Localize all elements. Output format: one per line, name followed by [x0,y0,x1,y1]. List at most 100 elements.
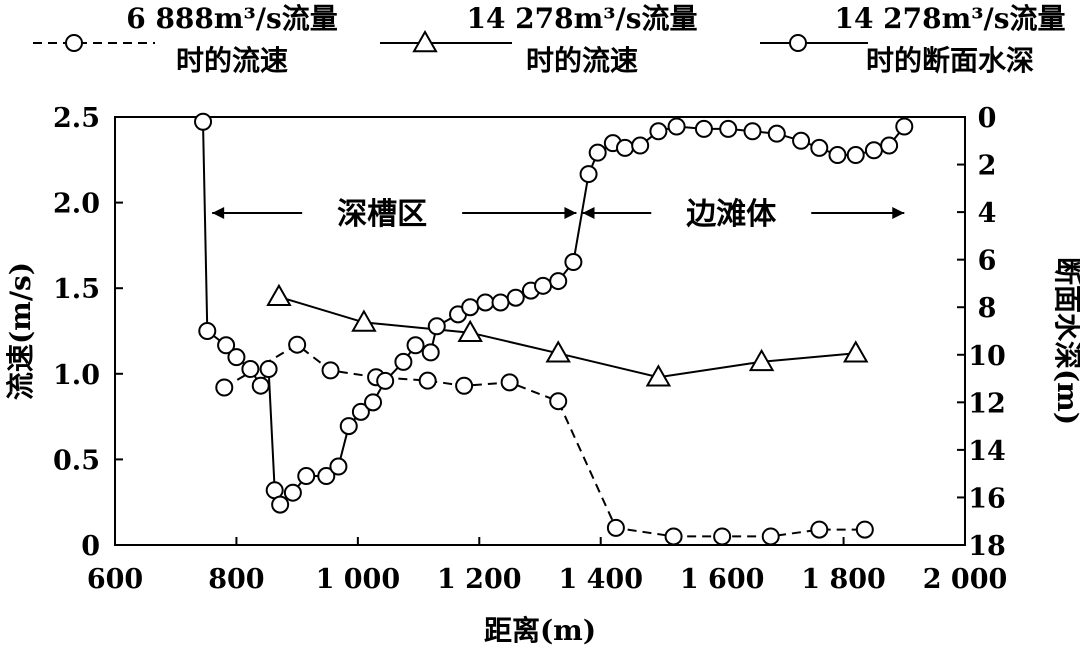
circle-marker [846,146,865,165]
legend-triangle-marker [412,29,438,53]
series-layer [194,112,914,546]
circle-marker [694,119,713,138]
circle-marker [427,317,446,336]
y2-tick-label: 4 [978,198,997,229]
circle-marker [227,348,246,367]
legend-label-line1: 6 888m³/s流量 [126,2,338,35]
circle-marker [828,146,847,165]
triangle-marker [842,340,869,363]
circle-marker [810,520,829,539]
circle-marker [288,335,307,354]
circle-marker [476,293,495,312]
circle-marker [317,467,336,486]
circle-marker [895,117,914,136]
y-tick-label: 2.5 [53,103,100,134]
legend-label-line1: 14 278m³/s流量 [834,2,1065,35]
y2-tick-label: 16 [968,483,1006,514]
region-arrow-head [212,207,225,219]
region-arrow-head [892,207,905,219]
legend-circle-marker [789,34,807,52]
circle-marker [198,322,217,340]
circle-marker [364,393,383,412]
circle-marker [719,119,738,138]
region-arrow-head [564,207,577,219]
circle-marker [588,143,607,162]
y2-tick-label: 18 [968,531,1006,562]
series-0 [215,335,874,546]
y2-axis-title: 断面水深(m) [1051,257,1080,425]
region-annotations: 深槽区 边滩体 [212,197,905,232]
triangle-marker [545,340,571,363]
circle-marker [549,272,568,291]
circle-marker [767,124,786,143]
y-axis-title: 流速(m/s) [4,262,37,400]
circle-marker [283,483,302,502]
circle-marker [297,467,316,486]
x-tick-label: 1 400 [558,564,643,595]
x-tick-label: 800 [208,564,264,595]
y-tick-label: 1.0 [53,360,100,391]
region-arrow-head [582,207,595,219]
circle-marker [880,136,899,155]
circle-marker [631,136,650,155]
region-label: 深槽区 [337,197,427,232]
circle-marker [810,138,829,157]
x-axis-title: 距离(m) [484,614,596,647]
circle-marker [761,527,780,546]
plot-frame [114,116,966,546]
y2-tick-label: 6 [978,246,997,277]
circle-marker [855,520,874,539]
axes: 600 800 1 000 1 200 1 400 1 600 1 800 2 000 0 0.5… [4,103,1080,647]
series-line [223,343,865,538]
y2-tick-label: 0 [978,103,997,134]
circle-marker [351,402,370,421]
circle-marker [329,457,348,476]
series-2 [194,112,914,514]
circle-marker [864,141,883,160]
legend-label-line1: 14 278m³/s流量 [466,2,697,35]
circle-marker [421,343,440,362]
circle-marker [667,117,686,136]
circle-marker [579,165,598,184]
circle-marker [506,288,525,307]
circle-marker [376,371,395,390]
circle-marker [259,360,278,379]
circle-marker [339,417,358,436]
circle-marker [534,276,553,295]
circle-marker [564,253,583,272]
legend-label-line2: 时的流速 [176,44,288,77]
circle-marker [217,336,236,355]
y2-tick-label: 14 [968,436,1006,467]
y2-tick-label: 12 [968,388,1006,419]
circle-marker [649,122,668,141]
series-1 [266,283,869,387]
triangle-marker [645,364,672,387]
legend-label-line2: 时的流速 [526,44,638,77]
circle-marker [251,376,270,395]
legend-label-line2: 时的断面水深 [866,44,1034,77]
circle-marker [792,131,811,150]
x-tick-label: 1 600 [680,564,765,595]
circle-marker [616,138,634,157]
y2-tick-label: 2 [978,151,997,182]
circle-marker [321,361,340,380]
circle-marker [606,518,625,537]
y-tick-label: 1.5 [53,274,100,305]
series-line [202,121,906,507]
x-tick-label: 1 200 [437,564,522,595]
triangle-marker [457,319,483,342]
triangle-marker [748,348,775,372]
x-tick-label: 1 800 [801,564,886,595]
circle-marker [743,122,762,141]
circle-marker [500,373,519,392]
triangle-marker [266,283,292,307]
x-tick-label: 1 000 [316,564,401,595]
circle-marker [664,527,683,546]
circle-marker [461,298,480,317]
